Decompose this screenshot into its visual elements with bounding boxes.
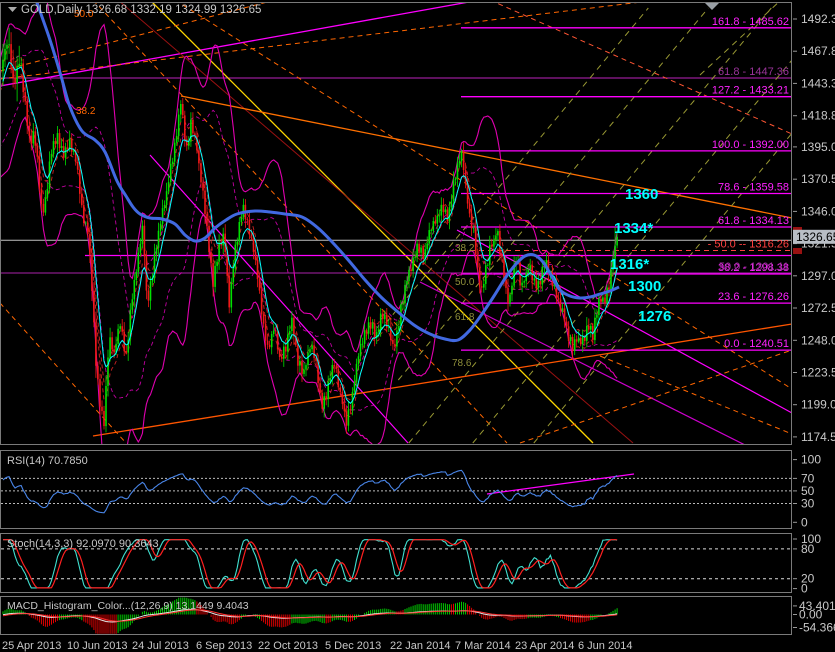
svg-text:- 50.0 -- 1316.26: - 50.0 -- 1316.26 [708, 238, 789, 250]
svg-text:0.0 - 1240.51: 0.0 - 1240.51 [724, 338, 789, 350]
svg-text:22 Jan 2014: 22 Jan 2014 [390, 640, 451, 652]
svg-text:GOLD,Daily 1326.68 1332.19 13: GOLD,Daily 1326.68 1332.19 1324.99 1326.… [21, 4, 261, 16]
svg-text:0.00: 0.00 [799, 608, 823, 622]
svg-text:50.0: 50.0 [74, 9, 94, 20]
svg-text:1248.00: 1248.00 [801, 333, 835, 347]
svg-text:127.2 - 1433.21: 127.2 - 1433.21 [712, 85, 789, 97]
svg-text:50.0: 50.0 [455, 277, 475, 288]
svg-text:1418.80: 1418.80 [801, 109, 835, 123]
svg-text:1276: 1276 [638, 308, 671, 325]
svg-text:38.2 - 1298.38: 38.2 - 1298.38 [718, 262, 789, 274]
svg-text:161.8 - 1485.62: 161.8 - 1485.62 [712, 16, 789, 28]
svg-text:22 Oct 2013: 22 Oct 2013 [258, 640, 318, 652]
svg-text:1316*: 1316* [610, 256, 649, 273]
svg-text:100: 100 [801, 532, 821, 546]
svg-text:1346.00: 1346.00 [801, 204, 835, 218]
svg-text:1199.00: 1199.00 [801, 398, 835, 412]
svg-text:-54.366: -54.366 [799, 621, 835, 635]
svg-text:38.2: 38.2 [76, 106, 96, 117]
svg-text:20: 20 [801, 572, 815, 586]
svg-text:23.6 - 1276.26: 23.6 - 1276.26 [718, 291, 789, 303]
svg-text:50.0 - 1301.11: 50.0 - 1301.11 [719, 261, 789, 273]
svg-text:61.8 - 1334.13: 61.8 - 1334.13 [718, 215, 789, 227]
svg-text:38.2: 38.2 [455, 243, 475, 254]
svg-text:1300: 1300 [628, 278, 661, 295]
svg-text:24 Jul 2013: 24 Jul 2013 [132, 640, 189, 652]
svg-text:Stoch(14,3,3) 92.0970 90.3643: Stoch(14,3,3) 92.0970 90.3643 [7, 538, 159, 550]
svg-text:30: 30 [801, 496, 815, 510]
svg-text:RSI(14) 70.7850: RSI(14) 70.7850 [7, 455, 88, 467]
svg-text:MACD_Histogram_Color...(12,26,: MACD_Histogram_Color...(12,26,9) 13.1449… [7, 600, 249, 612]
svg-text:1395.00: 1395.00 [801, 140, 835, 154]
svg-text:1360: 1360 [625, 186, 658, 203]
svg-text:61.8 - 1447.36: 61.8 - 1447.36 [718, 66, 789, 78]
svg-text:100: 100 [801, 453, 821, 467]
svg-text:80: 80 [801, 542, 815, 556]
svg-text:1326.65: 1326.65 [796, 230, 835, 244]
svg-text:1272.50: 1272.50 [801, 301, 835, 315]
svg-text:61.8: 61.8 [455, 312, 475, 323]
svg-text:1467.80: 1467.80 [801, 44, 835, 58]
svg-text:6 Sep 2013: 6 Sep 2013 [196, 640, 252, 652]
svg-text:1223.50: 1223.50 [801, 365, 835, 379]
svg-text:0: 0 [801, 515, 808, 529]
svg-text:1334*: 1334* [614, 220, 653, 237]
svg-text:0: 0 [801, 582, 808, 596]
svg-text:50: 50 [801, 484, 815, 498]
svg-text:1443.30: 1443.30 [801, 76, 835, 90]
svg-text:1370.50: 1370.50 [801, 172, 835, 186]
svg-text:1174.50: 1174.50 [801, 430, 835, 444]
svg-text:5 Dec 2013: 5 Dec 2013 [325, 640, 381, 652]
svg-text:78.6 - 1359.58: 78.6 - 1359.58 [718, 182, 789, 194]
svg-text:70: 70 [801, 471, 815, 485]
svg-text:1492.30: 1492.30 [801, 12, 835, 26]
svg-text:25 Apr 2013: 25 Apr 2013 [2, 640, 61, 652]
svg-text:6 Jun 2014: 6 Jun 2014 [578, 640, 632, 652]
svg-text:78.6: 78.6 [452, 358, 472, 369]
svg-text:1297.00: 1297.00 [801, 269, 835, 283]
svg-text:43.4019: 43.4019 [799, 599, 835, 613]
svg-text:10 Jun 2013: 10 Jun 2013 [67, 640, 128, 652]
svg-text:7 Mar 2014: 7 Mar 2014 [455, 640, 511, 652]
svg-text:100.0 - 1392.00: 100.0 - 1392.00 [712, 139, 789, 151]
svg-text:23 Apr 2014: 23 Apr 2014 [515, 640, 574, 652]
